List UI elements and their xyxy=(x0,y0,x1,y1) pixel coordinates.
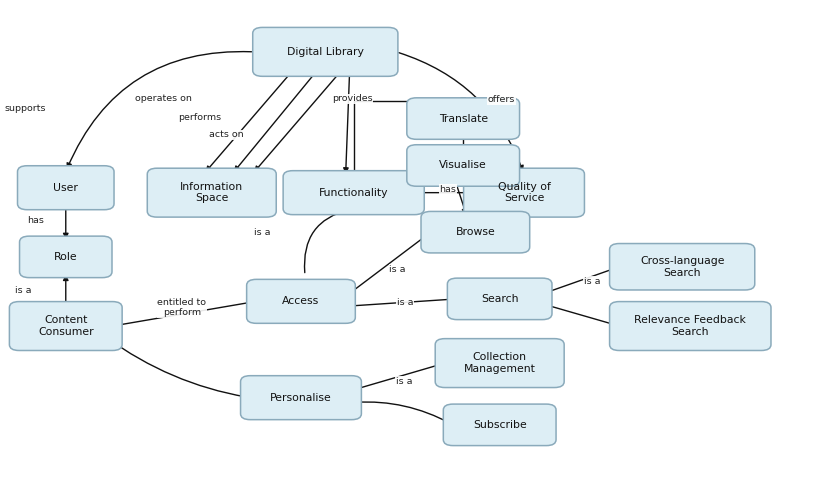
Text: Role: Role xyxy=(54,252,78,262)
Text: has: has xyxy=(27,216,44,225)
Text: provides: provides xyxy=(332,94,372,103)
Text: Quality of
Service: Quality of Service xyxy=(498,182,551,204)
Text: is a: is a xyxy=(397,298,413,307)
FancyBboxPatch shape xyxy=(610,244,755,290)
FancyBboxPatch shape xyxy=(407,98,520,139)
Text: Subscribe: Subscribe xyxy=(472,420,526,430)
FancyBboxPatch shape xyxy=(463,168,584,217)
Text: Collection
Management: Collection Management xyxy=(463,352,535,374)
FancyBboxPatch shape xyxy=(407,145,520,186)
FancyBboxPatch shape xyxy=(253,27,398,76)
Text: supports: supports xyxy=(4,104,46,113)
Text: Browse: Browse xyxy=(455,227,495,237)
Text: Content
Consumer: Content Consumer xyxy=(38,315,94,337)
Text: is a: is a xyxy=(584,277,601,286)
FancyBboxPatch shape xyxy=(443,404,556,446)
Text: User: User xyxy=(53,183,78,193)
Text: performs: performs xyxy=(178,113,221,122)
Text: Information
Space: Information Space xyxy=(180,182,243,204)
FancyBboxPatch shape xyxy=(246,280,355,324)
Text: offers: offers xyxy=(488,95,515,104)
Text: is a: is a xyxy=(15,286,31,295)
FancyBboxPatch shape xyxy=(435,339,564,387)
Text: entitled to
perform: entitled to perform xyxy=(157,297,206,317)
FancyBboxPatch shape xyxy=(241,376,361,420)
Text: Translate: Translate xyxy=(439,114,488,124)
FancyBboxPatch shape xyxy=(147,168,277,217)
FancyBboxPatch shape xyxy=(421,211,530,253)
Text: Cross-language
Search: Cross-language Search xyxy=(640,256,725,278)
Text: acts on: acts on xyxy=(209,130,244,139)
Text: Search: Search xyxy=(481,294,518,304)
Text: operates on: operates on xyxy=(135,94,192,103)
FancyBboxPatch shape xyxy=(610,301,771,351)
Text: Personalise: Personalise xyxy=(270,393,332,403)
FancyBboxPatch shape xyxy=(17,166,114,210)
Text: Access: Access xyxy=(282,296,320,306)
FancyBboxPatch shape xyxy=(283,171,424,215)
FancyBboxPatch shape xyxy=(10,301,122,351)
FancyBboxPatch shape xyxy=(447,278,552,320)
Text: has: has xyxy=(439,185,456,194)
FancyBboxPatch shape xyxy=(20,236,112,278)
Text: is a: is a xyxy=(396,377,412,386)
Text: Relevance Feedback
Search: Relevance Feedback Search xyxy=(634,315,746,337)
Text: Visualise: Visualise xyxy=(439,161,487,170)
Text: is a: is a xyxy=(389,265,406,274)
Text: Digital Library: Digital Library xyxy=(287,47,364,57)
Text: Functionality: Functionality xyxy=(319,188,388,198)
Text: is a: is a xyxy=(254,228,270,237)
